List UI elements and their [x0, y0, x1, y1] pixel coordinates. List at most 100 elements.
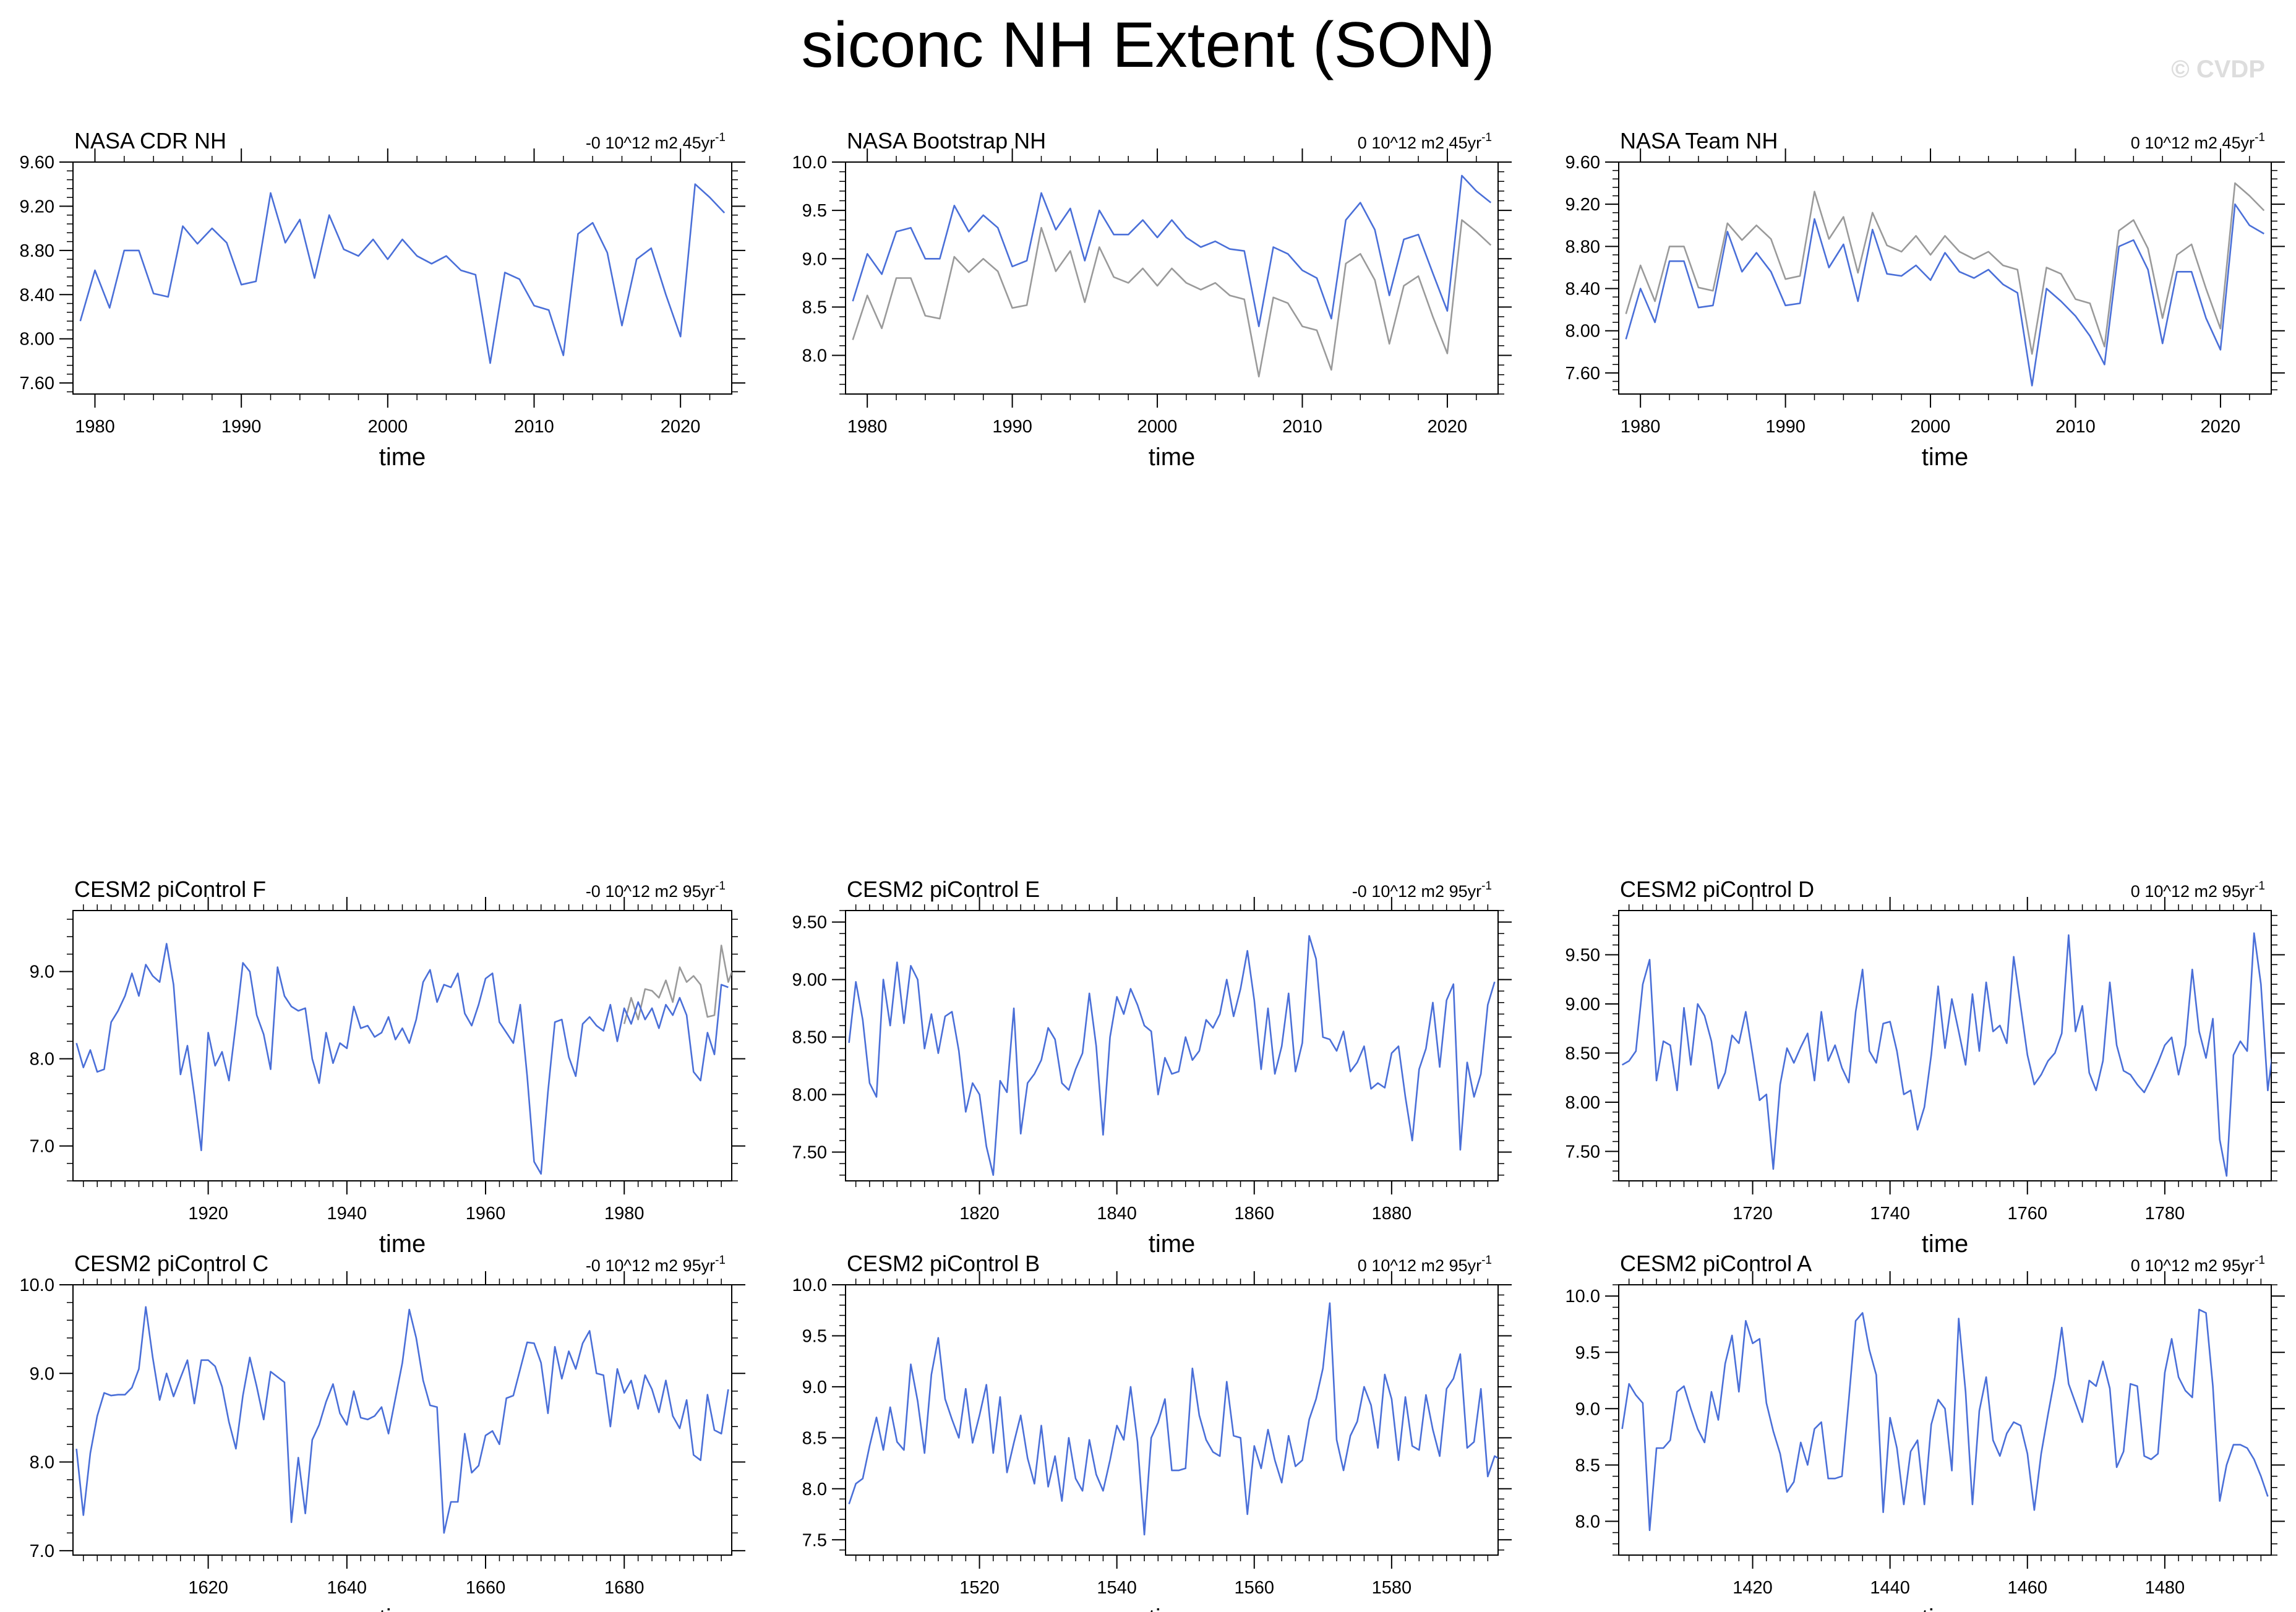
y-tick-label: 9.0	[802, 1378, 827, 1397]
y-tick-label: 8.40	[20, 285, 54, 305]
y-tick-label: 9.0	[30, 962, 54, 982]
panel-title: CESM2 piControl F	[74, 877, 266, 902]
x-tick-label: 2020	[661, 417, 701, 437]
y-tick-label: 9.5	[802, 1326, 827, 1346]
x-tick-label: 1960	[466, 1204, 506, 1224]
y-tick-label: 7.50	[1566, 1142, 1600, 1162]
y-tick-label: 9.5	[802, 201, 827, 221]
y-tick-label: 10.0	[20, 1275, 54, 1295]
chart-panel-6: CESM2 piControl D 0 10^12 m2 95yr-1 time 17…	[1566, 877, 2285, 1258]
trend-exponent: -1	[1481, 1254, 1492, 1267]
chart-panel-5: CESM2 piControl E -0 10^12 m2 95yr-1 time 1…	[792, 877, 1512, 1258]
x-axis-label: time	[379, 1230, 426, 1258]
y-tick-label: 8.5	[802, 1428, 827, 1448]
y-tick-label: 8.50	[1566, 1044, 1600, 1063]
y-tick-label: 7.0	[30, 1137, 54, 1157]
y-tick-label: 7.5	[802, 1530, 827, 1550]
trend-annotation: -0 10^12 m2 95yr-1	[586, 1254, 726, 1275]
y-tick-label: 8.0	[802, 346, 827, 366]
plot-frame	[1618, 161, 2272, 395]
panel-title: NASA CDR NH	[74, 128, 226, 153]
y-tick-label: 10.0	[792, 1275, 827, 1295]
x-axis-label: time	[1922, 444, 1969, 471]
x-tick-label: 1980	[75, 417, 115, 437]
x-tick-label: 1580	[1372, 1578, 1412, 1598]
x-tick-label: 2000	[368, 417, 408, 437]
trend-exponent: -1	[715, 1254, 726, 1267]
primary-series-line	[75, 943, 729, 1175]
y-tick-label: 8.0	[802, 1480, 827, 1499]
y-tick-label: 8.80	[1566, 237, 1600, 257]
x-tick-label: 1840	[1097, 1204, 1137, 1224]
x-tick-label: 1920	[188, 1204, 228, 1224]
y-tick-label: 8.00	[1566, 1093, 1600, 1113]
main-title: siconc NH Extent (SON)	[801, 9, 1495, 81]
watermark: © CVDP	[2171, 56, 2265, 83]
trend-label: -0 10^12 m2 45yr	[586, 134, 715, 152]
y-tick-label: 7.0	[30, 1541, 54, 1561]
chart-panel-7: CESM2 piControl C -0 10^12 m2 95yr-1 time 1…	[20, 1251, 745, 1612]
panel-title: CESM2 piControl A	[1620, 1251, 1812, 1276]
y-tick-label: 9.0	[30, 1364, 54, 1384]
x-tick-label: 2010	[1282, 417, 1322, 437]
x-tick-label: 1980	[1621, 417, 1661, 437]
x-tick-label: 1990	[992, 417, 1032, 437]
panel-title: CESM2 piControl B	[847, 1251, 1040, 1276]
y-tick-label: 9.00	[792, 971, 827, 990]
reference-series-line	[623, 945, 732, 1024]
panel-title: CESM2 piControl E	[847, 877, 1040, 902]
x-tick-label: 1540	[1097, 1578, 1137, 1598]
y-tick-label: 8.40	[1566, 280, 1600, 299]
x-tick-label: 1820	[959, 1204, 1000, 1224]
y-tick-label: 8.80	[20, 241, 54, 261]
x-tick-label: 1480	[2145, 1578, 2185, 1598]
trend-annotation: 0 10^12 m2 45yr-1	[1358, 131, 1492, 152]
y-tick-label: 7.60	[1566, 364, 1600, 384]
y-tick-label: 8.0	[1575, 1512, 1600, 1532]
trend-annotation: 0 10^12 m2 95yr-1	[2131, 880, 2265, 901]
x-axis-label: time	[379, 444, 426, 471]
y-tick-label: 9.50	[792, 913, 827, 933]
x-tick-label: 2000	[1911, 417, 1951, 437]
x-tick-label: 1880	[1372, 1204, 1412, 1224]
x-tick-label: 2010	[2055, 417, 2096, 437]
trend-label: -0 10^12 m2 95yr	[586, 1256, 715, 1275]
chart-panel-3: NASA Team NH 0 10^12 m2 45yr-1 time 1980 199…	[1566, 128, 2285, 471]
x-tick-label: 1940	[327, 1204, 367, 1224]
x-tick-label: 2020	[1428, 417, 1468, 437]
panel-title: NASA Team NH	[1620, 128, 1778, 153]
plot-frame	[845, 161, 1499, 395]
y-tick-label: 9.20	[1566, 195, 1600, 215]
trend-label: 0 10^12 m2 45yr	[2131, 134, 2255, 152]
chart-panel-2: NASA Bootstrap NH 0 10^12 m2 45yr-1 time 19…	[792, 128, 1512, 471]
y-tick-label: 9.0	[802, 249, 827, 269]
x-tick-label: 1980	[847, 417, 888, 437]
trend-exponent: -1	[1481, 880, 1492, 893]
x-tick-label: 1990	[1765, 417, 1806, 437]
trend-label: 0 10^12 m2 95yr	[2131, 1256, 2255, 1275]
x-tick-label: 1640	[327, 1578, 367, 1598]
chart-panel-9: CESM2 piControl A 0 10^12 m2 95yr-1 time 14…	[1566, 1251, 2285, 1612]
trend-exponent: -1	[2255, 1254, 2265, 1267]
primary-series-line	[75, 1306, 729, 1534]
x-axis-label: time	[1922, 1605, 1969, 1612]
y-tick-label: 8.00	[792, 1086, 827, 1105]
trend-exponent: -1	[715, 880, 726, 893]
x-tick-label: 1560	[1235, 1578, 1275, 1598]
x-tick-label: 1720	[1733, 1204, 1773, 1224]
trend-exponent: -1	[1481, 131, 1492, 144]
reference-series-line	[852, 219, 1492, 378]
plot-frame	[72, 1284, 732, 1556]
primary-series-line	[1625, 203, 2264, 387]
x-tick-label: 2000	[1137, 417, 1178, 437]
x-tick-label: 1740	[1870, 1204, 1910, 1224]
y-tick-label: 9.20	[20, 197, 54, 217]
primary-series-line	[79, 183, 726, 364]
primary-series-line	[1621, 1308, 2269, 1532]
plot-frame	[845, 910, 1499, 1181]
y-tick-label: 8.0	[30, 1050, 54, 1070]
x-tick-label: 1760	[2008, 1204, 2048, 1224]
reference-series-line	[1625, 182, 2265, 355]
x-tick-label: 1990	[221, 417, 262, 437]
x-axis-label: time	[1922, 1230, 1969, 1258]
